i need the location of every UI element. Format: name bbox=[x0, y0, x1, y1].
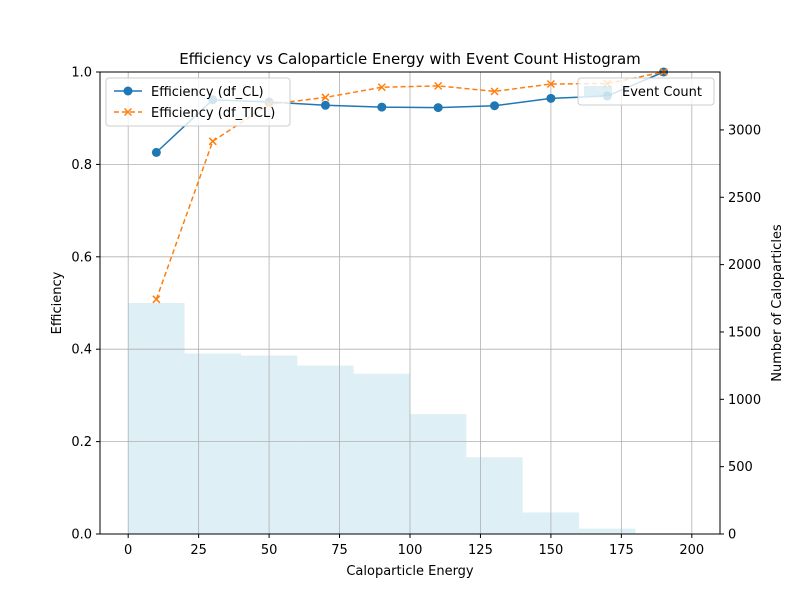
data-point-df-ticl bbox=[321, 93, 330, 102]
y2-tick-label: 2000 bbox=[728, 258, 761, 273]
y2-tick-label: 2500 bbox=[728, 191, 761, 206]
histogram-bar bbox=[579, 528, 636, 534]
x-tick-label: 200 bbox=[679, 543, 704, 558]
legend-lines-box bbox=[105, 77, 291, 127]
legend-lines: Efficiency (df_CL) Efficiency (df_TICL) bbox=[105, 77, 291, 127]
y2-tick-label: 3000 bbox=[728, 123, 761, 138]
y-tick-label: 0.6 bbox=[71, 250, 92, 265]
legend-label-df-cl: Efficiency (df_CL) bbox=[151, 85, 264, 100]
y2-axis-label: Number of Caloparticles bbox=[770, 224, 785, 382]
data-point-df-ticl bbox=[208, 137, 217, 146]
y-tick-label: 1.0 bbox=[71, 66, 92, 81]
data-point-df-cl bbox=[433, 103, 443, 113]
y-tick-label: 0.2 bbox=[71, 435, 92, 450]
histogram-bar bbox=[466, 457, 523, 534]
data-point-df-cl bbox=[546, 93, 556, 103]
y2-tick-label: 0 bbox=[728, 528, 736, 543]
legend-swatch-event-count bbox=[584, 86, 612, 96]
y2-tick-label: 1000 bbox=[728, 393, 761, 408]
histogram-bar bbox=[128, 303, 185, 534]
data-point-df-ticl bbox=[152, 295, 161, 304]
legend-marker-df-cl bbox=[123, 86, 133, 96]
legend-histogram: Event Count bbox=[577, 77, 715, 106]
y2-ticks: 0 500 1000 1500 2000 2500 3000 bbox=[720, 123, 761, 543]
x-tick-label: 25 bbox=[190, 543, 207, 558]
x-tick-label: 125 bbox=[468, 543, 493, 558]
x-tick-label: 150 bbox=[538, 543, 563, 558]
legend-marker-df-ticl bbox=[123, 107, 133, 117]
x-tick-label: 0 bbox=[124, 543, 132, 558]
x-tick-label: 175 bbox=[609, 543, 634, 558]
data-point-df-cl bbox=[377, 102, 387, 112]
legend-hist-box bbox=[577, 77, 715, 106]
x-tick-label: 75 bbox=[331, 543, 348, 558]
y-tick-label: 0.0 bbox=[71, 528, 92, 543]
legend-label-df-ticl: Efficiency (df_TICL) bbox=[151, 106, 275, 121]
x-axis-label: Caloparticle Energy bbox=[346, 564, 474, 579]
data-point-df-ticl bbox=[490, 87, 499, 96]
chart-title: Efficiency vs Caloparticle Energy with E… bbox=[179, 50, 641, 68]
data-point-df-cl bbox=[151, 147, 161, 157]
y-tick-label: 0.4 bbox=[71, 343, 92, 358]
histogram-layer bbox=[128, 303, 692, 534]
y-axis-label: Efficiency bbox=[50, 271, 65, 334]
legend-label-event-count: Event Count bbox=[622, 85, 702, 100]
data-point-df-cl bbox=[320, 100, 330, 110]
histogram-bar bbox=[353, 373, 410, 534]
histogram-bar bbox=[297, 365, 354, 534]
x-ticks: 0 25 50 75 100 125 150 175 200 bbox=[124, 534, 704, 558]
y-tick-label: 0.8 bbox=[71, 158, 92, 173]
y2-tick-label: 1500 bbox=[728, 325, 761, 340]
data-point-df-cl bbox=[490, 101, 500, 111]
data-point-df-ticl bbox=[377, 83, 386, 92]
x-tick-label: 50 bbox=[261, 543, 278, 558]
y2-tick-label: 500 bbox=[728, 460, 753, 475]
x-tick-label: 100 bbox=[398, 543, 423, 558]
data-point-df-ticl bbox=[546, 79, 555, 89]
y-ticks: 0.0 0.2 0.4 0.6 0.8 1.0 bbox=[71, 66, 100, 543]
histogram-bar bbox=[184, 353, 241, 534]
data-point-df-ticl bbox=[434, 81, 443, 90]
histogram-bar bbox=[410, 414, 467, 534]
